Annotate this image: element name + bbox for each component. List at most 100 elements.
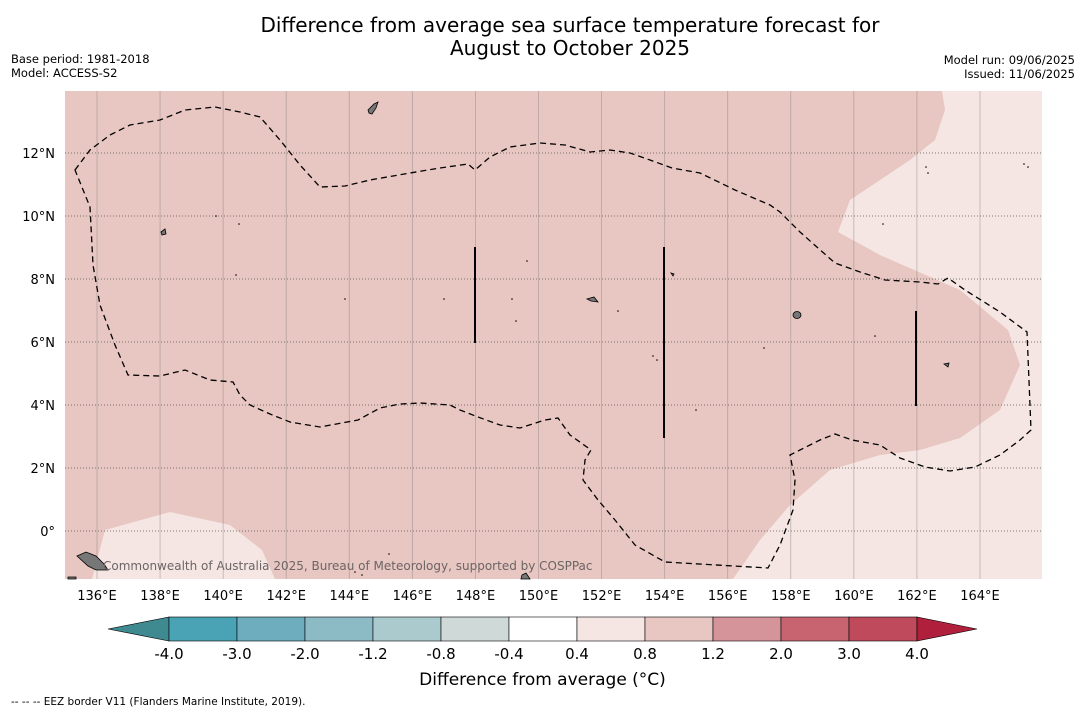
title-line-2: August to October 2025 [449, 36, 691, 60]
colorbar-tick-label: 0.4 [565, 645, 589, 663]
islet [763, 347, 765, 349]
island [520, 572, 531, 580]
colorbar-segment [780, 616, 850, 642]
islet [1027, 166, 1029, 168]
longitude-label: 150°E [519, 589, 559, 604]
issued-date: Issued: 11/06/2025 [964, 67, 1075, 81]
model-name: Model: ACCESS-S2 [11, 66, 118, 80]
eez-segments [474, 247, 917, 438]
latitude-label: 12°N [22, 147, 55, 162]
title-line-1: Difference from average sea surface temp… [260, 13, 880, 37]
longitude-label: 144°E [330, 589, 370, 604]
colorbar-tick-label: -0.4 [494, 645, 523, 663]
islet [443, 298, 445, 300]
island [160, 228, 167, 236]
island [367, 101, 379, 115]
meta-left: Base period: 1981-2018 Model: ACCESS-S2 [11, 52, 150, 80]
colorbar-segment [440, 616, 510, 642]
longitude-label: 154°E [645, 589, 685, 604]
islet [695, 409, 697, 411]
islet [882, 223, 884, 225]
islet [238, 223, 240, 225]
colorbar-tick-label: 3.0 [837, 645, 861, 663]
colorbar-segment [236, 616, 306, 642]
colorbar: -4.0 -3.0 -2.0 -1.2 -0.8 -0.4 0.4 0.8 1.2 2.0 3.0 4… [107, 616, 978, 663]
islet [344, 298, 346, 300]
latitude-label: 2°N [31, 462, 56, 477]
copyright-text: Commonwealth of Australia 2025, Bureau o… [103, 559, 593, 573]
eez-border [74, 106, 1032, 569]
islet [1023, 163, 1025, 165]
latitude-label: 0° [40, 525, 55, 540]
longitude-label: 162°E [897, 589, 937, 604]
islands [67, 101, 950, 580]
anomaly-band-0-4-0-8-east [733, 91, 1042, 579]
longitude-label: 164°E [960, 589, 1000, 604]
islet [354, 571, 356, 573]
longitude-label: 142°E [266, 589, 306, 604]
island [943, 362, 950, 368]
islet [874, 335, 876, 337]
islet [215, 215, 217, 217]
map-title: Difference from average sea surface temp… [0, 14, 1085, 60]
longitude-label: 160°E [834, 589, 874, 604]
longitude-label: 152°E [582, 589, 622, 604]
colorbar-segment [644, 616, 714, 642]
latitude-label: 6°N [31, 336, 56, 351]
latitude-label: 8°N [31, 273, 56, 288]
colorbar-segment [372, 616, 442, 642]
islet [235, 274, 237, 276]
islet [617, 310, 619, 312]
colorbar-tick-label: 1.2 [701, 645, 725, 663]
latitude-label: 10°N [22, 210, 55, 225]
colorbar-tick-label: -3.0 [222, 645, 251, 663]
longitude-label: 146°E [393, 589, 433, 604]
base-period: Base period: 1981-2018 [11, 52, 150, 66]
islet [388, 553, 390, 555]
islet [925, 166, 927, 168]
longitude-label: 158°E [771, 589, 811, 604]
colorbar-segment [168, 616, 238, 642]
colorbar-segment [508, 616, 578, 642]
anomaly-band-0-4-0-8-southwest [92, 512, 275, 579]
longitude-label: 136°E [77, 589, 117, 604]
colorbar-tick-label: -0.8 [426, 645, 455, 663]
island [670, 272, 675, 277]
colorbar-segment [304, 616, 374, 642]
colorbar-segment [848, 616, 918, 642]
islets [215, 163, 1029, 576]
island [585, 296, 599, 303]
longitude-label: 140°E [203, 589, 243, 604]
islet [361, 574, 363, 576]
colorbar-label: Difference from average (°C) [419, 670, 666, 690]
island [76, 551, 109, 571]
colorbar-tick-label: 4.0 [905, 645, 929, 663]
meta-right: Model run: 09/06/2025 Issued: 11/06/2025 [944, 53, 1075, 81]
colorbar-over-arrow [916, 616, 978, 642]
islet [515, 320, 517, 322]
colorbar-tick-label: -1.2 [358, 645, 387, 663]
islet [652, 355, 654, 357]
colorbar-tick-label: 0.8 [633, 645, 657, 663]
latitude-labels: 12°N 10°N 8°N 6°N 4°N 2°N 0° [22, 147, 55, 540]
colorbar-segment [576, 616, 646, 642]
model-run: Model run: 09/06/2025 [943, 53, 1075, 67]
island [792, 311, 802, 319]
longitude-label: 156°E [708, 589, 748, 604]
island [67, 576, 77, 580]
colorbar-tick-label: -4.0 [154, 645, 183, 663]
longitude-label: 138°E [140, 589, 180, 604]
islet [656, 359, 658, 361]
footnote: -- -- -- EEZ border V11 (Flanders Marine… [11, 696, 306, 708]
longitude-label: 148°E [456, 589, 496, 604]
colorbar-under-arrow [107, 616, 170, 642]
longitude-labels: 136°E 138°E 140°E 142°E 144°E 146°E 148°E 150°E… [77, 589, 1000, 604]
islet [927, 172, 929, 174]
islet [526, 260, 528, 262]
islet [511, 298, 513, 300]
map-panel: Commonwealth of Australia 2025, Bureau o… [65, 91, 1042, 580]
colorbar-tick-label: -2.0 [290, 645, 319, 663]
latitude-label: 4°N [31, 399, 56, 414]
colorbar-tick-label: 2.0 [769, 645, 793, 663]
